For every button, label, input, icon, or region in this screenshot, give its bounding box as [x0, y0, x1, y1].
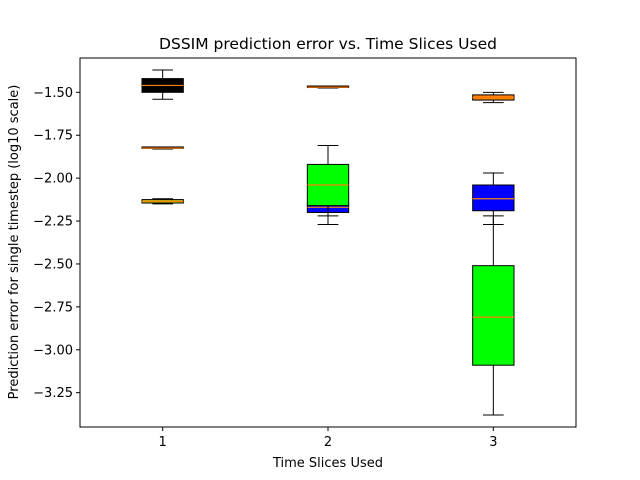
- y-tick-label: −3.25: [33, 386, 73, 401]
- x-tick-label: 3: [489, 435, 497, 450]
- box-1-2: [141, 198, 184, 205]
- box-2-5: [306, 145, 350, 225]
- x-axis-label: Time Slices Used: [272, 456, 383, 471]
- y-tick-label: −2.25: [33, 215, 73, 230]
- x-tick-label: 2: [324, 435, 332, 450]
- chart-title: DSSIM prediction error vs. Time Slices U…: [159, 35, 497, 53]
- box-3-7: [472, 172, 515, 225]
- y-ticks: −1.50 −1.75 −2.00 −2.25 −2.50 −2.75 −3.00 −3.25: [33, 86, 80, 401]
- boxes-layer: [141, 69, 515, 416]
- y-tick-label: −2.00: [33, 172, 73, 187]
- y-tick-label: −3.00: [33, 343, 73, 358]
- y-tick-label: −1.50: [33, 86, 73, 101]
- box-body: [472, 265, 515, 366]
- x-ticks: 1 2 3: [159, 427, 497, 450]
- box-body: [472, 184, 515, 212]
- box-1-1: [141, 146, 184, 150]
- x-tick-label: 1: [159, 435, 167, 450]
- box-3-8: [472, 215, 515, 416]
- box-2-3: [306, 85, 350, 89]
- box-3-6: [472, 91, 515, 104]
- y-tick-label: −1.75: [33, 129, 73, 144]
- y-axis-label: Prediction error for single timestep (lo…: [7, 85, 22, 400]
- box-1-0: [141, 69, 184, 100]
- y-tick-label: −2.75: [33, 300, 73, 315]
- y-tick-label: −2.50: [33, 257, 73, 272]
